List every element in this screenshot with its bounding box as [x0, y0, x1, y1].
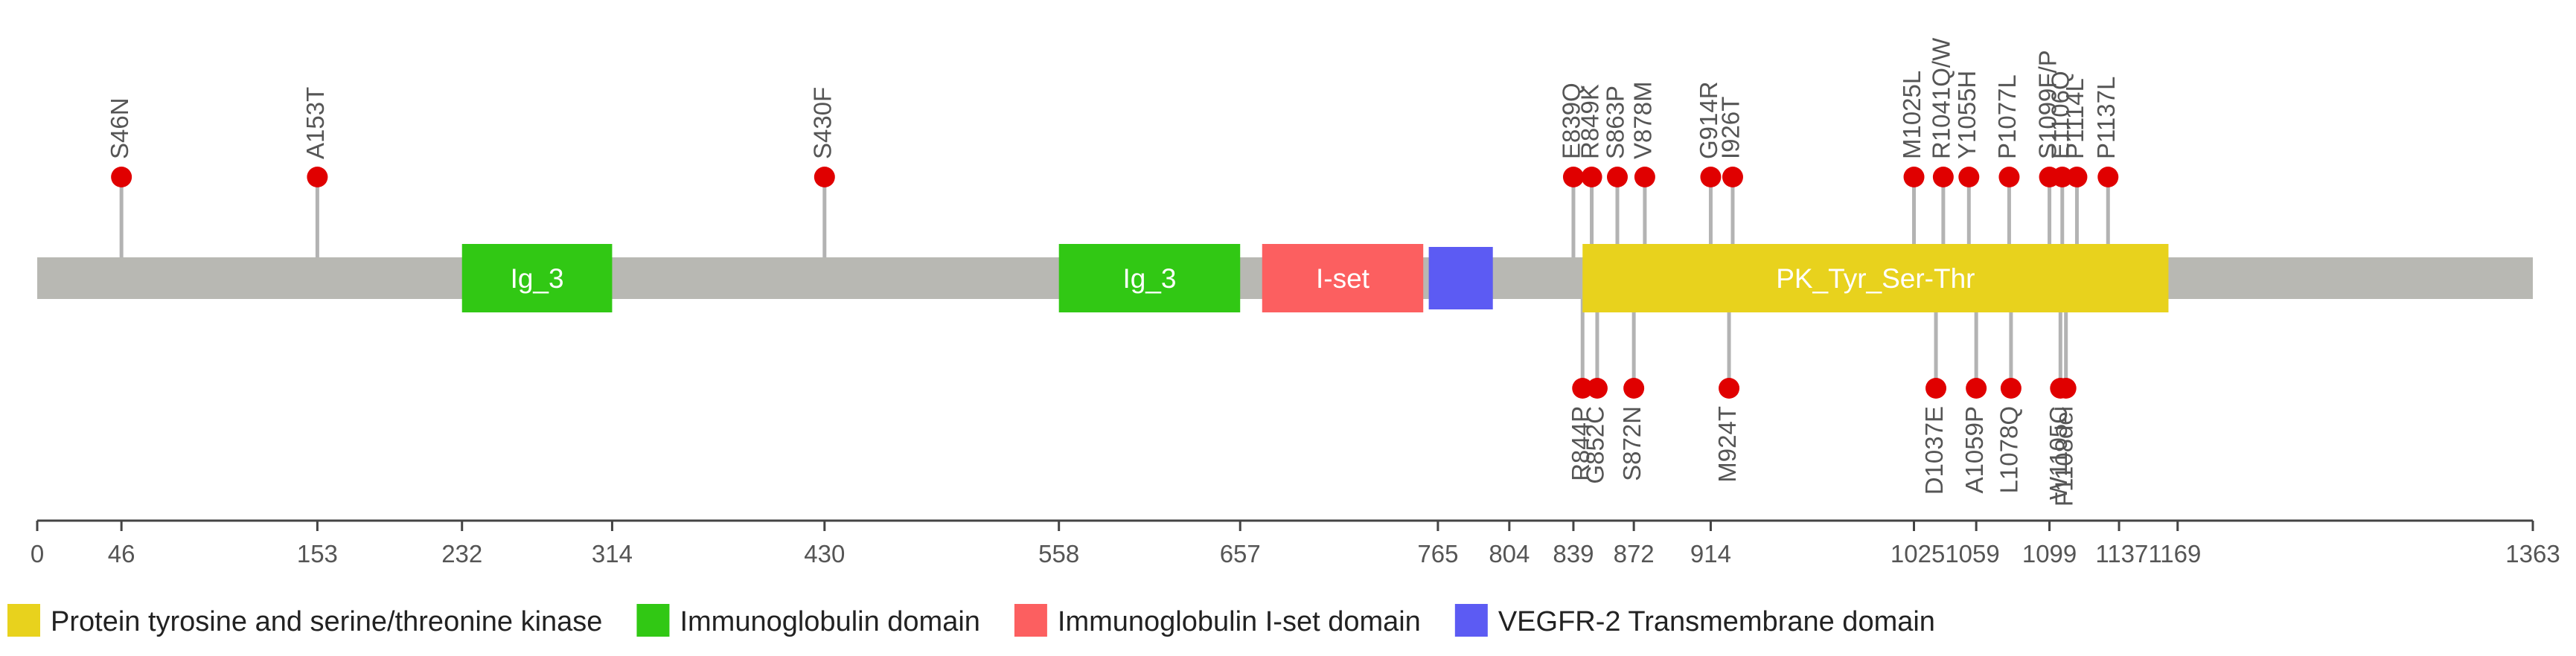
mutation-marker-g852c [1586, 378, 1608, 399]
mutation-marker-s872n [1623, 378, 1645, 399]
axis-label-430: 430 [804, 540, 845, 567]
axis-label-657: 657 [1220, 540, 1261, 567]
domain-label-ig3-2: Ig_3 [1122, 263, 1176, 294]
axis-label-46: 46 [108, 540, 135, 567]
mutation-marker-f1108del [2055, 378, 2077, 399]
mutation-label-s1099f-p: S1099F/P [2033, 50, 2061, 159]
legend-swatch-1 [636, 604, 670, 637]
mutation-label-w1105c: W1105C [2045, 406, 2072, 500]
mutation-label-s46n: S46N [106, 97, 133, 159]
mutation-label-y1055h: Y1055H [1953, 71, 1981, 159]
mutation-marker-a1059p [1966, 378, 1987, 399]
axis-label-765: 765 [1417, 540, 1458, 567]
mutation-marker-p1137l [2097, 167, 2119, 187]
mutation-label-p1114l: P1114L [2061, 78, 2088, 159]
domain-iset [1262, 244, 1424, 312]
mutation-marker-r849k [1581, 167, 1602, 187]
axis-label-11371169: 11371169 [2095, 540, 2201, 567]
mutation-label-s863p: S863P [1602, 86, 1629, 159]
mutation-label-m1025l: M1025L [1898, 71, 1925, 159]
mutation-label-s872n: S872N [1618, 406, 1646, 481]
mutation-label-i926t: I926T [1717, 97, 1745, 159]
axis-label-804: 804 [1489, 540, 1530, 567]
mutation-marker-r1041q-w [1932, 167, 1954, 187]
mutation-label-p1077l: P1077L [1993, 74, 2021, 159]
mutation-marker-g914r [1700, 167, 1722, 187]
domain-label-ig3-1: Ig_3 [511, 263, 564, 294]
domain-pk-tyr [1582, 244, 2169, 312]
legend-label-2: Immunoglobulin I-set domain [1058, 606, 1421, 637]
domain-ig3-2 [1058, 244, 1241, 312]
mutation-marker-r844p [1572, 378, 1594, 399]
mutation-label-r1041q-w: R1041Q/W [1928, 37, 1955, 159]
mutation-marker-d1037e [1925, 378, 1947, 399]
axis-label-558: 558 [1038, 540, 1079, 567]
mutation-marker-s430f [814, 167, 835, 187]
mutation-label-e1106q: E1106Q [2046, 71, 2074, 159]
mutation-label-a1059p: A1059P [1960, 406, 1988, 493]
mutation-marker-i926t [1722, 167, 1743, 187]
axis-label-232: 232 [441, 540, 482, 567]
mutation-label-d1037e: D1037E [1920, 406, 1948, 495]
mutation-markers [111, 167, 2119, 399]
mutation-marker-y1055h [1958, 167, 1980, 187]
axis-label-1363: 1363 [2505, 540, 2560, 567]
mutation-label-s430f: S430F [809, 87, 837, 159]
mutation-label-f1108del: F1108del [2050, 406, 2077, 507]
domain-label-pk-tyr: PK_Tyr_Ser-Thr [1776, 263, 1975, 294]
mutation-marker-p1077l [1998, 167, 2020, 187]
mutation-label-e839q: E839Q [1558, 83, 1585, 159]
axis-label-1099: 1099 [2022, 540, 2077, 567]
mutation-label-l1078q: L1078Q [1995, 406, 2023, 493]
legend: Protein tyrosine and serine/threonine ki… [7, 604, 1935, 637]
mutation-label-v878m: V878M [1629, 81, 1657, 159]
mutation-marker-e839q [1562, 167, 1584, 187]
legend-label-0: Protein tyrosine and serine/threonine ki… [51, 606, 602, 637]
domain-ig3-1 [461, 244, 613, 312]
mutation-marker-l1078q [2000, 378, 2022, 399]
axis-label-839: 839 [1553, 540, 1594, 567]
mutation-label-a153t: A153T [301, 87, 329, 159]
legend-swatch-2 [1014, 604, 1047, 637]
mutation-marker-v878m [1634, 167, 1655, 187]
domain-label-iset: I-set [1316, 263, 1370, 294]
mutation-marker-s863p [1606, 167, 1628, 187]
legend-label-3: VEGFR-2 Transmembrane domain [1498, 606, 1935, 637]
mutation-marker-m1025l [1903, 167, 1925, 187]
mutation-marker-e1106q [2051, 167, 2073, 187]
mutation-label-g852c: G852C [1582, 406, 1609, 484]
mutation-label-g914r: G914R [1695, 81, 1722, 159]
legend-swatch-0 [7, 604, 40, 637]
mutation-label-p1137l: P1137L [2092, 77, 2120, 159]
axis-label-314: 314 [592, 540, 633, 567]
mutation-marker-a153t [307, 167, 328, 187]
position-axis: 0 46 153 232 314 430 558 657 765 804 839 872 914 1025… [31, 519, 2560, 567]
domain-vegfr2-tm [1428, 247, 1493, 309]
axis-label-872: 872 [1614, 540, 1655, 567]
mutation-label-m924t: M924T [1713, 406, 1741, 483]
axis-label-153: 153 [297, 540, 338, 567]
mutation-label-r849k: R849K [1576, 84, 1603, 159]
mutation-marker-p1114l [2066, 167, 2088, 187]
axis-label-914: 914 [1690, 540, 1731, 567]
domain-track: Ig_3 Ig_3 I-set PK_Tyr_Ser-Thr [461, 244, 2169, 312]
mutation-marker-m924t [1719, 378, 1740, 399]
axis-label-0: 0 [31, 540, 44, 567]
axis-label-10251059: 10251059 [1891, 540, 2000, 567]
legend-swatch-3 [1454, 604, 1488, 637]
mutation-marker-s46n [111, 167, 132, 187]
mutation-label-r844p: R844P [1567, 406, 1594, 481]
legend-label-1: Immunoglobulin domain [680, 606, 979, 637]
